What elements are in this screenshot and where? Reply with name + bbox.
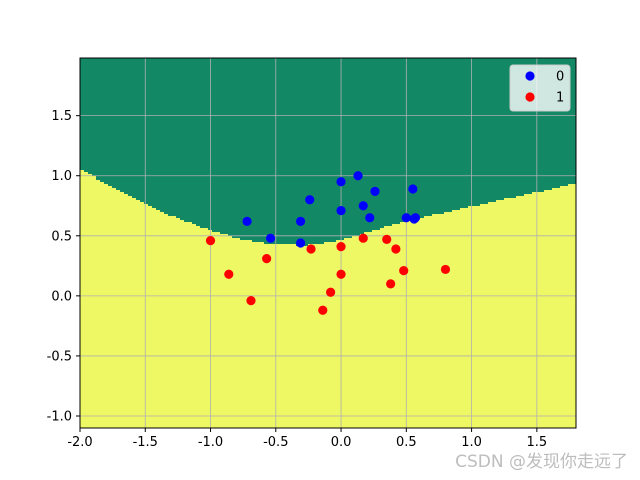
plot-frame (79, 57, 577, 429)
scatter-point-class-0 (353, 171, 363, 181)
x-tick-label: -1.0 (198, 435, 223, 450)
y-tick-label: -0.5 (47, 349, 72, 364)
y-tick-label: 1.5 (51, 109, 72, 124)
scatter-point-class-0 (401, 213, 411, 223)
scatter-point-class-1 (358, 233, 368, 243)
scatter-point-class-0 (305, 195, 315, 205)
x-tick-label: -1.5 (133, 435, 158, 450)
y-axis: -1.0 -0.5 0.0 0.5 1.0 1.5 (47, 109, 80, 424)
legend-marker-0 (525, 71, 535, 81)
scatter-point-class-1 (382, 234, 392, 244)
scatter-point-class-0 (358, 201, 368, 211)
region-class-0 (80, 58, 576, 246)
legend-box (509, 64, 571, 112)
scatter-point-class-0 (365, 213, 375, 223)
scatter-point-class-0 (408, 184, 418, 194)
y-tick-label: 0.0 (51, 289, 72, 304)
x-tick-label: -2.0 (67, 435, 92, 450)
scatter-point-class-1 (224, 269, 234, 279)
watermark-text: CSDN @发现你走远了 (455, 452, 628, 472)
scatter-point-class-1 (386, 279, 396, 289)
scatter-point-class-0 (370, 186, 380, 196)
scatter-point-class-0 (336, 205, 346, 216)
scatter-point-class-1 (391, 244, 401, 254)
scatter-point-class-1 (246, 296, 256, 306)
y-tick-label: 0.5 (51, 229, 72, 244)
legend-label-0: 0 (556, 70, 564, 85)
scatter-point-class-1 (326, 287, 336, 297)
x-axis: -2.0 -1.5 -1.0 -0.5 0.0 0.5 1.0 1.5 (67, 428, 547, 450)
x-tick-label: 0.5 (396, 435, 417, 450)
x-tick-label: 1.0 (461, 435, 482, 450)
legend-label-1: 1 (556, 91, 564, 106)
legend-marker-1 (525, 92, 535, 102)
x-tick-label: 0.0 (331, 435, 352, 450)
scatter-point-class-0 (410, 213, 421, 223)
plot-area (79, 57, 577, 429)
x-tick-label: 1.5 (526, 435, 547, 450)
legend: 01 (509, 64, 571, 112)
scatter-point-class-0 (295, 216, 306, 226)
scatter-point-class-1 (318, 305, 328, 315)
scatter-point-class-1 (205, 235, 216, 246)
scatter-point-class-0 (265, 233, 276, 243)
scatter-point-class-0 (336, 177, 346, 187)
scatter-point-class-1 (306, 244, 316, 254)
scatter-point-class-1 (336, 269, 346, 279)
scatter-point-class-0 (295, 238, 306, 248)
scatter-point-class-0 (242, 216, 252, 226)
y-tick-label: -1.0 (47, 409, 72, 424)
x-tick-label: -0.5 (263, 435, 288, 450)
scatter-point-class-1 (336, 242, 346, 252)
y-tick-label: 1.0 (51, 169, 72, 184)
scatter-point-class-1 (440, 264, 451, 275)
scatter-point-class-1 (262, 254, 272, 264)
scatter-point-class-1 (399, 266, 409, 276)
